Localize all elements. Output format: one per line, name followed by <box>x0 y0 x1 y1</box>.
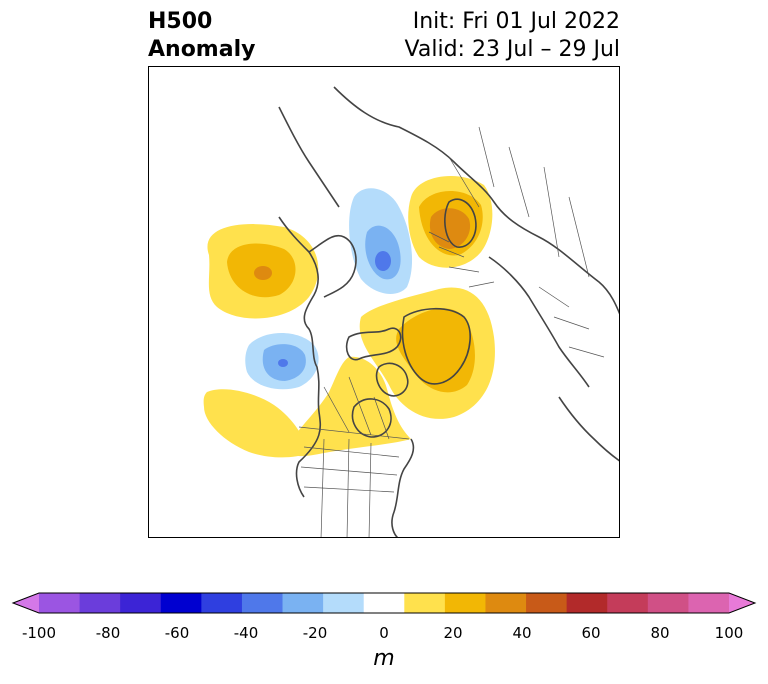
colorbar-tick-label: -100 <box>21 624 57 642</box>
colorbar-cell <box>39 593 81 613</box>
negative-anomaly-northeast-pacific-max <box>278 359 288 367</box>
alaska-outline <box>308 234 357 298</box>
title-line-1: H500 <box>148 9 213 34</box>
north-america-east-coast <box>391 438 415 537</box>
negative-anomaly-arctic-max <box>375 251 391 271</box>
europe-outline <box>488 256 590 388</box>
colorbar-outline <box>11 592 757 614</box>
siberia-outline <box>278 106 340 208</box>
map-canvas <box>203 86 619 537</box>
colorbar <box>11 592 757 614</box>
political-borders <box>298 126 605 537</box>
colorbar-cell <box>363 593 405 613</box>
us-canada-border <box>298 426 410 440</box>
colorbar-tick-label: 0 <box>379 624 389 642</box>
colorbar-cell <box>526 593 568 613</box>
colorbar-cell <box>444 593 486 613</box>
colorbar-tick-label: -80 <box>95 624 121 642</box>
colorbar-cell <box>566 593 608 613</box>
canada-province-lines <box>323 376 390 440</box>
anomaly-map <box>148 66 620 538</box>
colorbar-tick-label: 80 <box>650 624 670 642</box>
date-info: Init: Fri 01 Jul 2022 Valid: 23 Jul – 29… <box>405 8 620 64</box>
colorbar-tick-label: 20 <box>443 624 463 642</box>
hudson-bay <box>351 398 392 438</box>
greenland-outline <box>401 307 471 385</box>
colorbar-tick-label: 40 <box>512 624 532 642</box>
plot-title: H500 Anomaly <box>148 8 255 64</box>
colorbar-cell <box>201 593 243 613</box>
colorbar-tick-label: -20 <box>302 624 328 642</box>
positive-anomaly-gulf-of-alaska-max <box>254 266 272 280</box>
us-state-lines <box>300 438 400 537</box>
colorbar-cell <box>120 593 162 613</box>
init-date: Init: Fri 01 Jul 2022 <box>412 9 620 34</box>
colorbar-cell <box>241 593 284 613</box>
colorbar-cell <box>485 593 527 613</box>
colorbar-cell <box>323 593 365 613</box>
russia-internal-borders <box>448 126 590 278</box>
valid-date: Valid: 23 Jul – 29 Jul <box>404 37 620 62</box>
colorbar-cell <box>282 593 324 613</box>
positive-anomaly-east-pacific <box>203 389 309 458</box>
baffin-island <box>375 362 409 397</box>
europe-borders <box>428 231 495 288</box>
title-line-2: Anomaly <box>148 37 256 62</box>
scandinavia-outline <box>444 198 477 248</box>
colorbar-tick-label: 60 <box>581 624 601 642</box>
anomaly-contours <box>203 175 495 458</box>
asia-borders <box>538 286 605 358</box>
colorbar-cell <box>160 593 202 613</box>
colorbar-tick-label: -60 <box>164 624 190 642</box>
colorbar-cells <box>13 593 755 613</box>
colorbar-cell <box>647 593 689 613</box>
colorbar-extend-min <box>13 593 39 613</box>
colorbar-cell <box>607 593 649 613</box>
eurasia-north-coast <box>333 86 619 315</box>
colorbar-tick-label: -40 <box>233 624 259 642</box>
land-outlines <box>278 86 619 537</box>
colorbar-cell <box>688 593 730 613</box>
colorbar-unit-label: m <box>373 646 395 671</box>
north-america-west-coast <box>278 216 322 498</box>
africa-outline <box>558 396 619 462</box>
colorbar-cell <box>404 593 446 613</box>
positive-anomaly-scandinavia-max <box>429 208 471 249</box>
colorbar-tick-label: 100 <box>714 624 744 642</box>
canadian-arctic <box>345 327 402 361</box>
positive-anomaly-western-canada <box>287 356 411 457</box>
colorbar-extend-max <box>729 593 755 613</box>
colorbar-cell <box>79 593 121 613</box>
positive-anomaly-greenland-core <box>396 308 475 393</box>
